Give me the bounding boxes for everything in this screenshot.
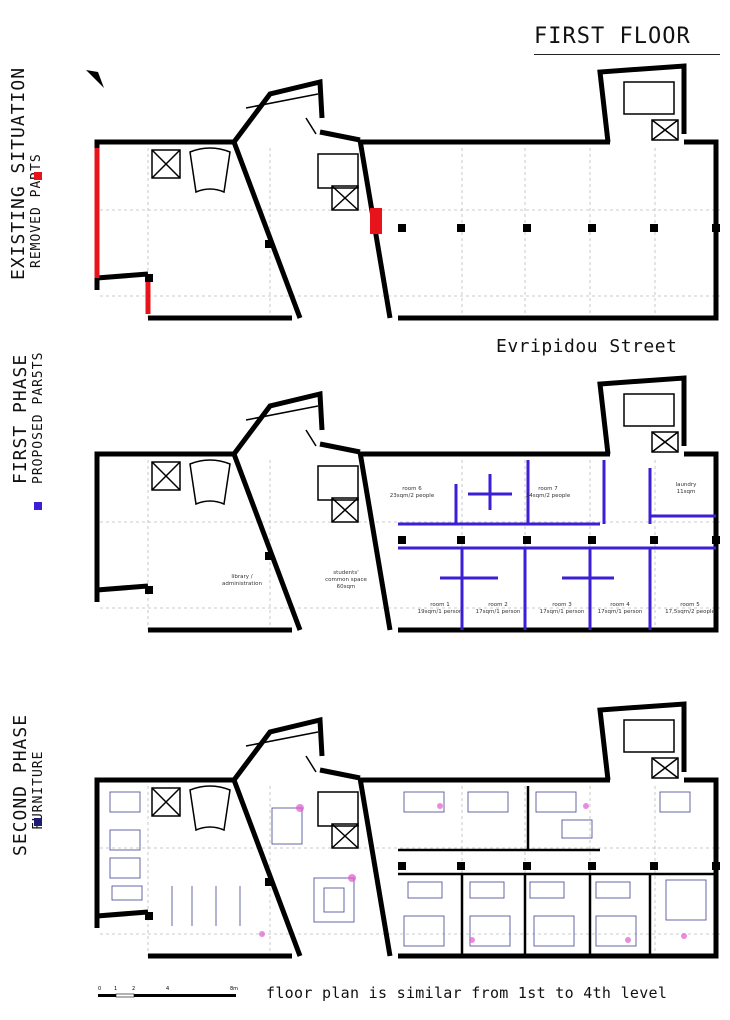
title-underline <box>534 54 720 55</box>
common-extra: 60sqm <box>337 584 356 590</box>
scale-tick-0: 0 <box>98 986 101 992</box>
room3-area: 17sqm/1 person <box>540 609 585 615</box>
room1-name: room 1 <box>430 602 449 608</box>
common-name: students' <box>333 570 358 576</box>
laundry-name: laundry <box>676 482 698 488</box>
library-name: library / <box>231 574 252 580</box>
scale-tick-2: 2 <box>132 986 135 992</box>
furniture-layer <box>109 791 707 947</box>
common-area: common space <box>325 577 367 583</box>
room3-name: room 3 <box>552 602 572 608</box>
north-arrow-icon <box>86 70 104 88</box>
plan-existing <box>94 66 720 318</box>
room5-name: room 5 <box>680 602 700 608</box>
library-area: administration <box>222 581 262 587</box>
street-label: Evripidou Street <box>496 336 678 357</box>
scale-tick-1: 1 <box>114 986 117 992</box>
plan-second-phase <box>97 704 720 956</box>
room2-name: room 2 <box>488 602 507 608</box>
scale-bar: 0 1 2 4 8m <box>98 986 238 998</box>
scale-tick-8m: 8m <box>230 986 238 992</box>
page-title: FIRST FLOOR <box>534 24 691 49</box>
room6-name: room 6 <box>402 486 422 492</box>
room2-area: 17sqm/1 person <box>476 609 521 615</box>
room4-name: room 4 <box>610 602 630 608</box>
scale-tick-4: 4 <box>166 986 169 992</box>
footer-note: floor plan is similar from 1st to 4th le… <box>266 984 668 1002</box>
furniture-legend-swatch <box>34 818 42 826</box>
room1-area: 19sqm/1 person <box>418 609 463 615</box>
laundry-area: 11sqm <box>677 489 696 495</box>
removed-legend-swatch <box>34 172 42 180</box>
room5-area: 17,5sqm/2 people <box>665 609 715 615</box>
room4-area: 17sqm/1 person <box>598 609 643 615</box>
plan-first-phase: room 6 23sqm/2 people room 7 24sqm/2 peo… <box>97 378 720 630</box>
proposed-legend-swatch <box>34 502 42 510</box>
room7-area: 24sqm/2 people <box>526 493 571 499</box>
room6-area: 23sqm/2 people <box>390 493 435 499</box>
proposed-partitions <box>398 460 716 630</box>
removed-wall-core <box>370 208 382 234</box>
room7-name: room 7 <box>538 486 558 492</box>
